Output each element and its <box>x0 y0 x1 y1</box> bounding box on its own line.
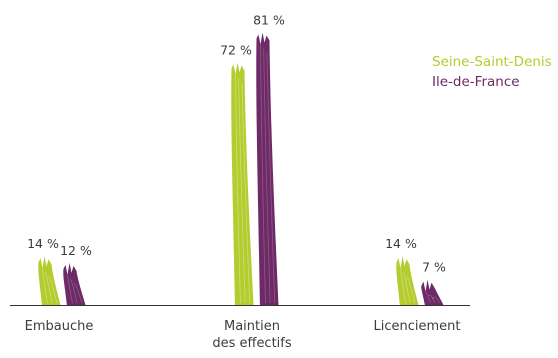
bar-shape <box>421 280 443 305</box>
value-label-ile-de-france-licenciement: 7 % <box>422 260 446 275</box>
legend: Seine-Saint-Denis Ile-de-France <box>432 52 552 92</box>
bar-seine-saint-denis-embauche <box>38 256 60 305</box>
legend-item-seine-saint-denis: Seine-Saint-Denis <box>432 52 552 72</box>
bar-seine-saint-denis-licenciement <box>396 256 418 305</box>
x-tick-label-embauche: Embauche <box>25 319 94 334</box>
bar-shape <box>38 256 60 305</box>
value-label-seine-saint-denis-embauche: 14 % <box>27 236 59 251</box>
bar-ile-de-france-maintien-des-effectifs <box>256 32 278 305</box>
value-label-ile-de-france-maintien-des-effectifs: 81 % <box>253 12 285 27</box>
legend-item-ile-de-france: Ile-de-France <box>432 72 552 92</box>
value-label-seine-saint-denis-maintien-des-effectifs: 72 % <box>220 43 252 58</box>
x-tick-label-licenciement: Licenciement <box>374 319 461 334</box>
bar-shape <box>63 263 85 305</box>
bar-ile-de-france-embauche <box>63 263 85 305</box>
x-tick-label-maintien-des-effectifs: Maintien des effectifs <box>212 319 292 351</box>
bar-shape <box>396 256 418 305</box>
value-label-seine-saint-denis-licenciement: 14 % <box>385 236 417 251</box>
bar-ile-de-france-licenciement <box>421 280 443 305</box>
value-label-ile-de-france-embauche: 12 % <box>60 243 92 258</box>
bar-seine-saint-denis-maintien-des-effectifs <box>231 63 253 305</box>
